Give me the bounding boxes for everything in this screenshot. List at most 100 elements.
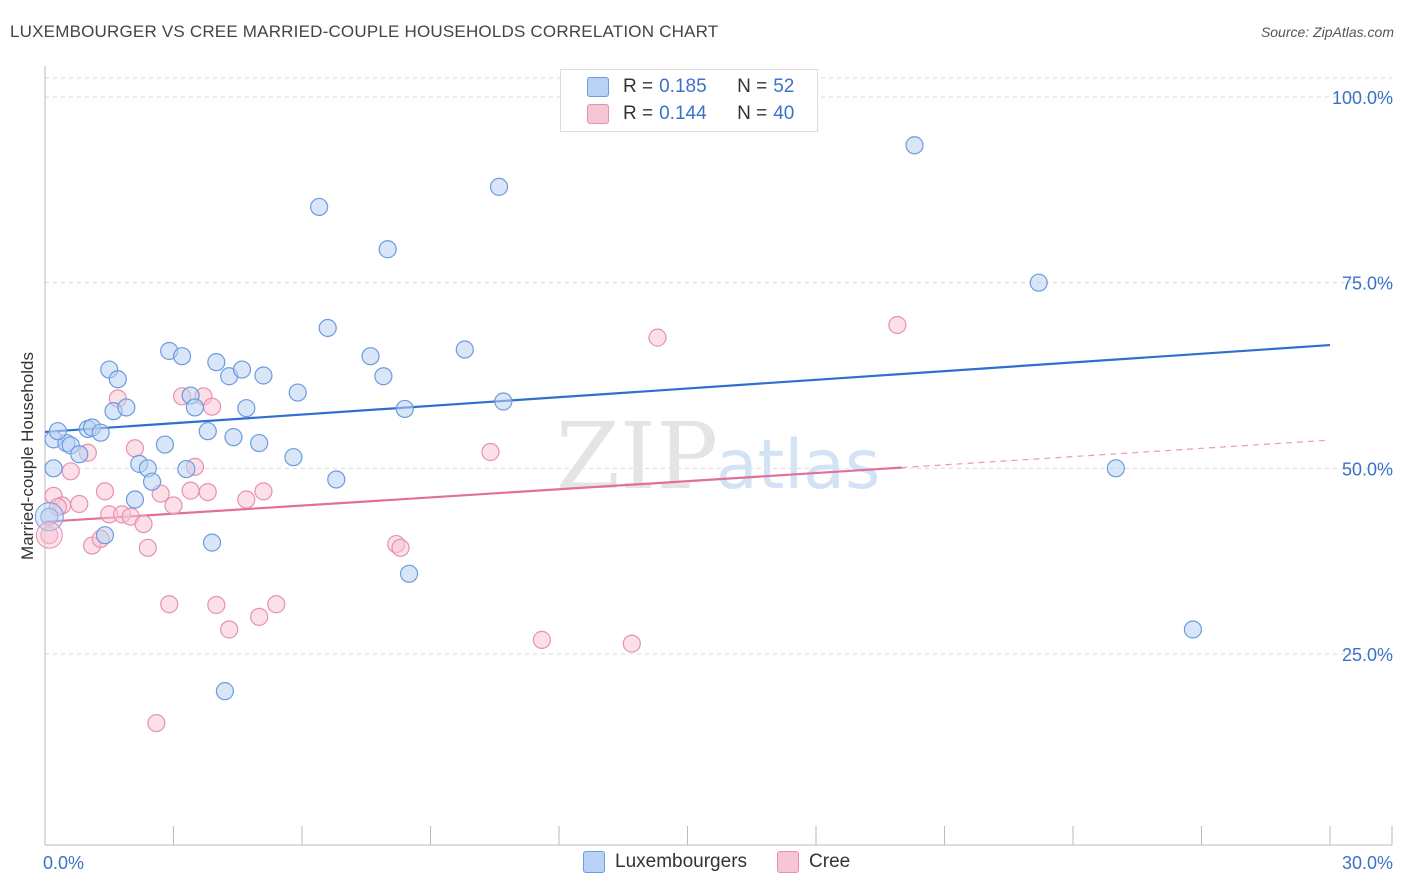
bottom-legend-label: Luxembourgers xyxy=(615,851,748,872)
luxembourger-point xyxy=(215,682,234,701)
bottom-legend: Luxembourgers Cree xyxy=(583,851,880,873)
luxembourger-point xyxy=(95,526,115,545)
cree-point xyxy=(181,481,200,500)
legend-n-value: 52 xyxy=(773,76,795,97)
luxembourger-point xyxy=(198,422,217,441)
cree-point xyxy=(70,494,89,514)
cree-point xyxy=(160,595,179,614)
chart-title: LUXEMBOURGER VS CREE MARRIED-COUPLE HOUS… xyxy=(10,22,719,41)
luxembourger-point xyxy=(142,472,162,491)
luxembourger-point xyxy=(155,435,175,454)
cree-point xyxy=(250,607,269,626)
cree-point xyxy=(202,397,222,416)
legend-n-value: 40 xyxy=(773,103,795,124)
luxembourger-point xyxy=(284,448,303,467)
cree-trend-line xyxy=(44,466,902,523)
watermark-zip: ZIP xyxy=(556,403,718,510)
cree-point xyxy=(147,713,166,733)
luxembourger-point xyxy=(117,398,136,417)
luxembourger-point xyxy=(185,398,205,417)
trend-lines xyxy=(44,343,1331,523)
luxembourger-point xyxy=(202,533,222,552)
legend-swatch-pink xyxy=(777,851,800,873)
luxembourger-point xyxy=(399,564,419,583)
luxembourger-point xyxy=(224,428,243,447)
luxembourger-point xyxy=(455,340,474,359)
legend-r-label: R = xyxy=(623,76,654,97)
luxembourger-point xyxy=(318,318,337,338)
luxembourger-point xyxy=(310,197,329,217)
cree-point xyxy=(648,328,667,347)
y-tick-label: 100.0% xyxy=(1332,88,1393,108)
luxembourger-point xyxy=(108,370,127,389)
legend-r-label: R = xyxy=(623,103,654,124)
data-points xyxy=(34,136,1203,733)
cree-point xyxy=(391,538,410,557)
axes xyxy=(44,66,1393,846)
bottom-legend-label: Cree xyxy=(809,851,851,872)
luxembourger-point xyxy=(378,240,397,259)
luxembourger-point xyxy=(395,399,414,419)
bottom-legend-luxembourgers[interactable]: Luxembourgers xyxy=(583,851,747,873)
luxembourger-point xyxy=(361,347,380,366)
luxembourger-point xyxy=(125,490,145,509)
bottom-legend-cree[interactable]: Cree xyxy=(777,851,850,873)
luxembourger-point-large xyxy=(34,502,64,532)
luxembourger-point xyxy=(254,366,273,385)
luxembourger-point xyxy=(1183,620,1203,639)
cree-point xyxy=(622,634,641,653)
luxembourger-point xyxy=(232,360,252,379)
luxembourger-point xyxy=(237,399,256,418)
luxembourger-point xyxy=(1106,459,1125,478)
cree-point xyxy=(134,514,153,534)
luxembourger-point xyxy=(250,433,269,453)
luxembourger-point xyxy=(177,459,196,479)
cree-point xyxy=(532,630,551,649)
legend-swatch-blue xyxy=(587,77,609,97)
luxembourger-point xyxy=(494,392,513,411)
cree-point xyxy=(125,439,145,458)
legend-r-value: 0.144 xyxy=(659,103,707,124)
legend-box: R = 0.185 N = 52 R = 0.144 N = 40 xyxy=(560,69,818,132)
cree-point xyxy=(481,442,500,462)
luxembourger-point xyxy=(70,445,89,464)
cree-point xyxy=(267,595,286,614)
luxembourger-point xyxy=(489,177,509,196)
cree-point xyxy=(198,482,217,502)
watermark-atlas: atlas xyxy=(716,426,880,505)
luxembourger-point xyxy=(207,353,226,372)
cree-point xyxy=(237,490,256,509)
luxembourger-point xyxy=(48,422,67,441)
luxembourger-trend-line xyxy=(44,343,1331,434)
luxembourger-point xyxy=(905,136,924,155)
luxembourger-point xyxy=(288,383,307,402)
cree-trend-line-extension xyxy=(901,439,1331,469)
y-tick-label: 25.0% xyxy=(1342,645,1393,665)
luxembourger-point xyxy=(40,507,59,526)
cree-point xyxy=(207,595,226,615)
legend-n-label: N = xyxy=(737,76,768,97)
x-tick-label: 0.0% xyxy=(43,853,84,873)
source-label: Source: ZipAtlas.com xyxy=(1260,24,1394,40)
cree-point xyxy=(40,526,59,545)
cree-point xyxy=(61,462,80,481)
luxembourger-point xyxy=(1029,273,1048,292)
tick-labels: 25.0% 50.0% 75.0% 100.0% 0.0% 30.0% xyxy=(43,88,1393,873)
cree-point xyxy=(220,620,239,639)
legend-swatch-blue xyxy=(583,851,605,873)
legend-row-cree: R = 0.144 N = 40 xyxy=(587,101,794,127)
cree-point xyxy=(138,538,157,557)
legend-n-label: N = xyxy=(737,103,768,124)
luxembourger-point xyxy=(172,347,192,366)
cree-point-large xyxy=(35,521,63,549)
y-tick-label: 50.0% xyxy=(1342,459,1393,479)
y-tick-label: 75.0% xyxy=(1342,274,1393,294)
cree-point xyxy=(164,496,183,515)
luxembourger-point xyxy=(327,470,346,489)
x-tick-label: 30.0% xyxy=(1342,853,1393,873)
luxembourger-point xyxy=(44,459,63,478)
legend-swatch-pink xyxy=(587,104,609,124)
luxembourger-point xyxy=(374,367,393,386)
luxembourger-point xyxy=(91,423,110,442)
legend-r-value: 0.185 xyxy=(659,76,707,97)
